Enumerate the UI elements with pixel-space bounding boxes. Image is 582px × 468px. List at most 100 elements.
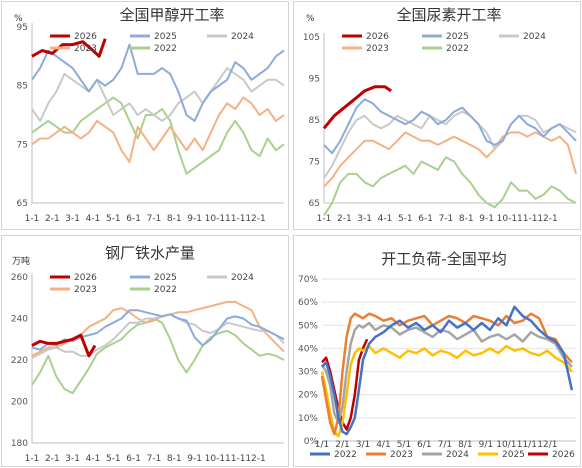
legend-label-2024: 2024 — [523, 32, 546, 42]
x-tick-label: 3-1 — [65, 214, 80, 224]
x-tick-label: 6/1 — [417, 440, 431, 450]
x-tick-label: 8/1 — [458, 440, 472, 450]
legend-label-2025: 2025 — [446, 32, 469, 42]
y-tick-label: 10% — [298, 414, 318, 424]
chart-title: 钢厂铁水产量 — [105, 244, 195, 262]
x-tick-label: 6-1 — [126, 214, 141, 224]
x-tick-label: 6-1 — [126, 454, 141, 464]
x-tick-label: 12-1 — [245, 214, 265, 224]
legend-label-2023: 2023 — [74, 285, 97, 295]
x-tick-label: 4-1 — [86, 214, 101, 224]
legend-label-2023: 2023 — [390, 450, 413, 460]
y-tick-label: 65 — [17, 199, 28, 209]
legend-label-2025: 2025 — [502, 450, 525, 460]
x-tick-label: 4/1 — [376, 440, 390, 450]
legend-label-2024: 2024 — [231, 273, 254, 283]
series-line-2023 — [31, 300, 285, 357]
y-tick-label: 75 — [17, 140, 28, 150]
legend-label-2022: 2022 — [334, 450, 357, 460]
series-line-2026 — [322, 85, 392, 130]
y-tick-label: 260 — [11, 273, 28, 283]
x-tick-label: 5/1 — [397, 440, 411, 450]
unit-label: % — [306, 14, 315, 24]
y-tick-label: 70% — [298, 275, 318, 285]
series-line-2024 — [31, 67, 285, 122]
x-tick-label: 2-1 — [45, 454, 60, 464]
x-tick-label: 7-1 — [439, 214, 454, 224]
legend-label-2024: 2024 — [231, 32, 254, 42]
urea-chart-panel: 全国尿素开工率% 65 75 85 95 105 1-1 2-1 3-1 4-1 5-1 6-1 7-1… — [293, 1, 581, 230]
x-tick-label: 10/1 — [496, 440, 516, 450]
series-line-2025 — [323, 98, 577, 155]
hot-metal-chart-panel: 钢厂铁水产量 万吨 180 200 220 240 260 1-1 2-1 3-1 4-1 5-1 6-… — [1, 235, 289, 467]
legend-label-2025: 2025 — [154, 32, 177, 42]
x-tick-label: 12/1 — [537, 440, 557, 450]
y-tick-label: 105 — [303, 33, 320, 43]
x-tick-label: 9/1 — [479, 440, 493, 450]
x-tick-label: 9-1 — [479, 214, 494, 224]
y-tick-label: 200 — [11, 398, 28, 408]
legend-label-2022: 2022 — [154, 44, 177, 54]
legend-label-2026: 2026 — [552, 450, 575, 460]
series-line-2024 — [31, 313, 285, 359]
x-tick-label: 5-1 — [106, 454, 121, 464]
y-tick-label: 95 — [309, 75, 320, 85]
legend-label-2023: 2023 — [366, 44, 389, 54]
x-tick-label: 7-1 — [147, 454, 162, 464]
legend-label-2026: 2026 — [74, 273, 97, 283]
y-tick-label: 40% — [298, 344, 318, 354]
series-line-2026 — [321, 338, 369, 431]
x-tick-label: 11/1 — [517, 440, 537, 450]
x-tick-label: 7/1 — [438, 440, 452, 450]
x-tick-label: 10-1 — [205, 454, 225, 464]
legend-label-2023: 2023 — [74, 44, 97, 54]
series-line-2023 — [320, 312, 573, 436]
series-line-2022 — [321, 305, 574, 436]
y-tick-label: 0% — [304, 437, 319, 447]
series-line-2025 — [31, 309, 285, 351]
legend-label-2026: 2026 — [366, 32, 389, 42]
series-line-2024 — [320, 321, 573, 424]
series-line-2022 — [31, 96, 285, 175]
y-tick-label: 220 — [11, 356, 28, 366]
x-tick-label: 3/1 — [356, 440, 370, 450]
methanol-operating-rate-chart: 全国甲醇开工率% 65 75 85 95 1-1 2-1 3-1 4-1 5-1 6-1 7-1 8-1… — [14, 6, 285, 224]
series-line-2023 — [31, 96, 285, 163]
series-line-2025 — [31, 43, 285, 122]
legend-label-2026: 2026 — [74, 32, 97, 42]
series-line-2022 — [323, 156, 577, 216]
series-line-2024 — [323, 110, 577, 179]
x-tick-label: 1-1 — [25, 454, 40, 464]
x-tick-label: 11-1 — [225, 454, 245, 464]
y-tick-label: 75 — [309, 158, 320, 168]
x-tick-label: 1/1 — [315, 440, 329, 450]
y-tick-label: 30% — [298, 368, 318, 378]
x-tick-label: 10-1 — [497, 214, 517, 224]
series-line-2026 — [31, 333, 97, 358]
y-tick-label: 65 — [309, 199, 320, 209]
operating-load-national-average-chart: 开工负荷-全国平均 0% 10% 20% 30% 40% 50% 60% 70% 1/1 2/1 3/… — [298, 250, 576, 460]
y-tick-label: 85 — [309, 116, 320, 126]
x-tick-label: 7-1 — [147, 214, 162, 224]
y-tick-label: 50% — [298, 321, 318, 331]
x-tick-label: 10-1 — [205, 214, 225, 224]
y-tick-label: 95 — [17, 23, 28, 33]
x-tick-label: 11-1 — [517, 214, 537, 224]
y-tick-label: 85 — [17, 82, 28, 92]
unit-label: % — [14, 14, 23, 24]
unit-label: 万吨 — [12, 255, 30, 267]
x-tick-label: 2/1 — [335, 440, 349, 450]
load-chart-panel: 开工负荷-全国平均 0% 10% 20% 30% 40% 50% 60% 70% 1/1 2/1 3/… — [293, 235, 581, 467]
x-tick-label: 5-1 — [398, 214, 413, 224]
x-tick-label: 4-1 — [86, 454, 101, 464]
y-tick-label: 240 — [11, 315, 28, 325]
x-tick-label: 2-1 — [45, 214, 60, 224]
y-tick-label: 20% — [298, 391, 318, 401]
methanol-chart-panel: 全国甲醇开工率% 65 75 85 95 1-1 2-1 3-1 4-1 5-1 6-1 7-1 8-1… — [1, 1, 289, 230]
series-line-2025 — [320, 344, 573, 438]
chart-title: 开工负荷-全国平均 — [381, 250, 506, 268]
x-tick-label: 9-1 — [187, 214, 202, 224]
x-tick-label: 8-1 — [167, 454, 182, 464]
